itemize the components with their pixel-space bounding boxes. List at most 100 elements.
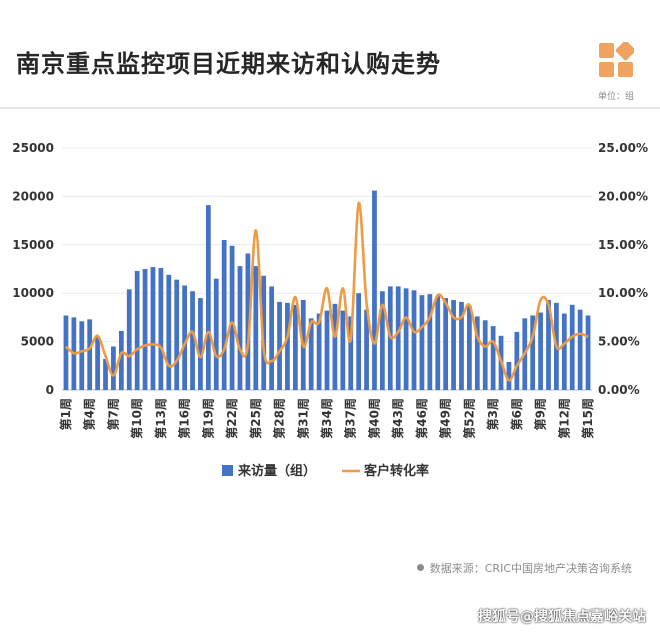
bar bbox=[506, 361, 512, 390]
bar bbox=[292, 304, 298, 390]
bar bbox=[198, 298, 203, 390]
x-tick-label: 第10周 bbox=[129, 398, 144, 439]
left-tick-label: 5000 bbox=[21, 335, 54, 349]
bar bbox=[372, 190, 377, 390]
bar bbox=[174, 279, 180, 390]
right-tick-label: 15.00% bbox=[598, 238, 648, 252]
left-axis-ticks: 0 5000 10000 15000 20000 25000 bbox=[12, 141, 54, 397]
bar bbox=[190, 291, 195, 390]
x-tick-label: 第4周 bbox=[82, 398, 97, 430]
bar bbox=[546, 299, 551, 390]
bar bbox=[348, 316, 354, 390]
right-tick-label: 20.00% bbox=[598, 189, 648, 203]
bar bbox=[443, 298, 449, 390]
bar bbox=[285, 302, 290, 390]
x-tick-label: 第19周 bbox=[200, 398, 215, 439]
bar bbox=[95, 336, 100, 390]
x-tick-label: 第12周 bbox=[556, 398, 571, 439]
right-tick-label: 25.00% bbox=[598, 141, 648, 155]
right-tick-label: 0.00% bbox=[598, 383, 640, 397]
x-tick-label: 第6周 bbox=[509, 398, 524, 430]
x-tick-label: 第16周 bbox=[177, 398, 192, 439]
bar bbox=[585, 315, 591, 390]
bar bbox=[474, 316, 480, 390]
x-tick-label: 第49周 bbox=[438, 398, 453, 439]
header-divider bbox=[0, 107, 660, 109]
bar bbox=[538, 312, 543, 390]
bar bbox=[87, 319, 93, 390]
left-tick-label: 25000 bbox=[12, 141, 54, 155]
x-tick-label: 第43周 bbox=[390, 398, 405, 439]
x-tick-label: 第25周 bbox=[248, 398, 263, 439]
bar bbox=[490, 326, 496, 390]
bar bbox=[324, 310, 330, 390]
chart: 0 5000 10000 15000 20000 25000 0.00% 5.00% 10.0… bbox=[12, 141, 648, 479]
x-tick-label: 第52周 bbox=[461, 398, 476, 439]
x-tick-label: 第9周 bbox=[533, 398, 548, 430]
left-tick-label: 20000 bbox=[12, 189, 54, 203]
bar bbox=[277, 301, 282, 390]
bar bbox=[79, 321, 85, 390]
bar bbox=[253, 266, 259, 390]
bar bbox=[332, 303, 338, 390]
bar bbox=[435, 296, 441, 390]
bar bbox=[403, 288, 409, 390]
bar bbox=[316, 313, 322, 390]
x-tick-label: 第46周 bbox=[414, 398, 429, 439]
legend-swatch-visits bbox=[222, 465, 233, 476]
bar bbox=[380, 291, 385, 390]
bar bbox=[166, 274, 172, 390]
left-tick-label: 15000 bbox=[12, 238, 54, 252]
bar bbox=[182, 285, 187, 390]
bar bbox=[467, 305, 472, 390]
bar bbox=[308, 318, 314, 390]
line-series bbox=[65, 201, 589, 382]
x-axis-labels: 第1周 第4周 第7周 第10周 第13周 第16周 第19周 第22周 第25周 第28周 第31… bbox=[58, 398, 595, 439]
bullet-dot-icon bbox=[416, 564, 424, 571]
conversion-rate-line bbox=[65, 201, 589, 382]
legend-label-visits: 来访量（组） bbox=[237, 463, 316, 479]
legend: 来访量（组） 客户转化率 bbox=[222, 463, 429, 479]
bar bbox=[427, 294, 433, 390]
bar bbox=[356, 293, 362, 390]
bar bbox=[561, 313, 567, 390]
bar bbox=[205, 205, 211, 390]
bar bbox=[419, 295, 425, 390]
right-tick-label: 5.00% bbox=[598, 335, 640, 349]
bar bbox=[229, 245, 235, 390]
x-tick-label: 第13周 bbox=[153, 398, 168, 439]
bar bbox=[142, 269, 148, 390]
x-tick-label: 第40周 bbox=[366, 398, 381, 439]
bar bbox=[245, 253, 251, 390]
x-tick-label: 第31周 bbox=[295, 398, 310, 439]
bar bbox=[158, 268, 164, 390]
bar bbox=[569, 304, 575, 390]
bar bbox=[340, 310, 346, 390]
bar bbox=[411, 290, 417, 390]
bar bbox=[530, 315, 536, 390]
source-text: 数据来源：CRIC中国房地产决策咨询系统 bbox=[429, 562, 632, 575]
bar bbox=[150, 267, 156, 390]
bar bbox=[364, 309, 369, 390]
x-tick-label: 第15周 bbox=[580, 398, 595, 439]
bar bbox=[111, 346, 116, 390]
bar bbox=[459, 301, 464, 390]
bar bbox=[237, 266, 243, 390]
bar bbox=[118, 330, 124, 390]
right-tick-label: 10.00% bbox=[598, 286, 648, 300]
x-tick-label: 第22周 bbox=[224, 398, 239, 439]
x-tick-label: 第28周 bbox=[272, 398, 287, 439]
gridlines bbox=[62, 147, 592, 391]
left-tick-label: 0 bbox=[46, 383, 54, 397]
right-axis-ticks: 0.00% 5.00% 10.00% 15.00% 20.00% 25.00% bbox=[598, 141, 648, 397]
legend-label-rate: 客户转化率 bbox=[364, 463, 429, 479]
bar bbox=[395, 286, 401, 390]
x-tick-label: 第7周 bbox=[105, 398, 120, 430]
bar bbox=[482, 320, 488, 390]
bar bbox=[134, 270, 140, 390]
bar bbox=[213, 278, 219, 390]
bar bbox=[126, 289, 132, 390]
x-tick-label: 第3周 bbox=[485, 398, 500, 430]
bar bbox=[577, 309, 583, 390]
left-tick-label: 10000 bbox=[12, 286, 54, 300]
